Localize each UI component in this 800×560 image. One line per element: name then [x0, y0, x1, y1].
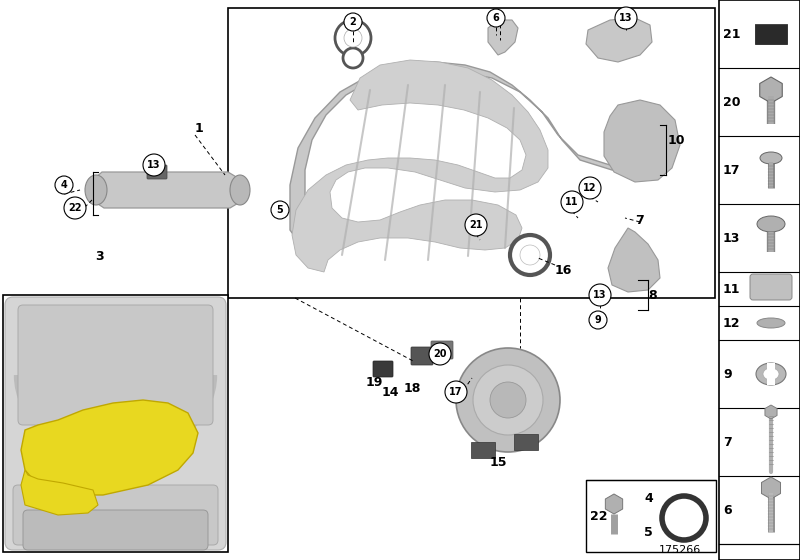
Text: 21: 21	[723, 27, 741, 40]
Polygon shape	[21, 470, 98, 515]
Text: 2: 2	[350, 17, 356, 27]
Text: 175266: 175266	[659, 545, 701, 555]
Text: 5: 5	[644, 525, 653, 539]
Ellipse shape	[757, 216, 785, 232]
Circle shape	[561, 191, 583, 213]
Circle shape	[674, 508, 694, 528]
Circle shape	[456, 348, 560, 452]
Text: 17: 17	[723, 164, 741, 176]
Text: 3: 3	[95, 250, 104, 263]
Text: 21: 21	[470, 220, 482, 230]
Circle shape	[64, 197, 86, 219]
FancyBboxPatch shape	[514, 434, 538, 450]
Text: 4: 4	[644, 492, 653, 505]
Text: 7: 7	[723, 436, 732, 449]
Text: 13: 13	[147, 160, 161, 170]
Text: 1: 1	[195, 122, 204, 134]
FancyBboxPatch shape	[431, 341, 453, 359]
Text: 13: 13	[594, 290, 606, 300]
FancyBboxPatch shape	[411, 347, 433, 365]
Text: 13: 13	[619, 13, 633, 23]
Polygon shape	[21, 400, 198, 495]
Circle shape	[445, 381, 467, 403]
Text: 6: 6	[493, 13, 499, 23]
Text: 12: 12	[723, 316, 741, 329]
Bar	[586, 480, 716, 552]
Text: 12: 12	[583, 183, 597, 193]
Bar	[3, 295, 228, 552]
Text: 19: 19	[366, 376, 383, 389]
Text: 15: 15	[490, 455, 507, 469]
Text: 14: 14	[382, 385, 399, 399]
Text: 17: 17	[450, 387, 462, 397]
Circle shape	[662, 496, 706, 540]
FancyBboxPatch shape	[13, 485, 218, 545]
Polygon shape	[586, 18, 652, 62]
Circle shape	[335, 20, 371, 56]
Text: 22: 22	[68, 203, 82, 213]
Circle shape	[520, 245, 540, 265]
Text: 16: 16	[555, 264, 572, 277]
Circle shape	[487, 9, 505, 27]
FancyBboxPatch shape	[18, 305, 213, 425]
Text: 11: 11	[566, 197, 578, 207]
Circle shape	[271, 201, 289, 219]
Polygon shape	[290, 62, 668, 258]
Ellipse shape	[760, 152, 782, 164]
Circle shape	[429, 343, 451, 365]
Text: 22: 22	[590, 510, 607, 522]
Polygon shape	[488, 20, 518, 55]
FancyBboxPatch shape	[23, 510, 208, 550]
Text: 11: 11	[723, 282, 741, 296]
FancyBboxPatch shape	[5, 297, 226, 550]
FancyBboxPatch shape	[471, 442, 495, 458]
FancyBboxPatch shape	[767, 363, 775, 385]
FancyBboxPatch shape	[750, 274, 792, 300]
FancyBboxPatch shape	[373, 361, 393, 377]
Bar	[228, 8, 715, 298]
Polygon shape	[92, 172, 242, 208]
FancyBboxPatch shape	[755, 24, 787, 44]
Text: 8: 8	[648, 288, 657, 301]
Circle shape	[344, 29, 362, 47]
Circle shape	[579, 177, 601, 199]
Text: 7: 7	[635, 213, 644, 226]
Text: 20: 20	[723, 96, 741, 109]
Ellipse shape	[757, 318, 785, 328]
Circle shape	[343, 48, 363, 68]
Text: 18: 18	[404, 381, 422, 394]
Ellipse shape	[756, 363, 786, 385]
Text: 9: 9	[594, 315, 602, 325]
Polygon shape	[608, 228, 660, 292]
Ellipse shape	[85, 175, 107, 205]
Text: 5: 5	[277, 205, 283, 215]
Text: 9: 9	[723, 367, 732, 380]
Text: 13: 13	[723, 231, 740, 245]
Circle shape	[473, 365, 543, 435]
Circle shape	[510, 235, 550, 275]
Circle shape	[615, 7, 637, 29]
Circle shape	[143, 154, 165, 176]
Polygon shape	[292, 60, 548, 272]
Text: 10: 10	[668, 133, 686, 147]
Ellipse shape	[763, 368, 779, 380]
Text: 6: 6	[723, 503, 732, 516]
FancyBboxPatch shape	[147, 165, 167, 179]
Text: 4: 4	[61, 180, 67, 190]
Polygon shape	[604, 100, 680, 182]
Circle shape	[344, 13, 362, 31]
Text: 20: 20	[434, 349, 446, 359]
Ellipse shape	[230, 175, 250, 205]
Circle shape	[490, 382, 526, 418]
Circle shape	[589, 311, 607, 329]
Circle shape	[589, 284, 611, 306]
Bar	[719, 0, 800, 560]
Circle shape	[55, 176, 73, 194]
Circle shape	[465, 214, 487, 236]
